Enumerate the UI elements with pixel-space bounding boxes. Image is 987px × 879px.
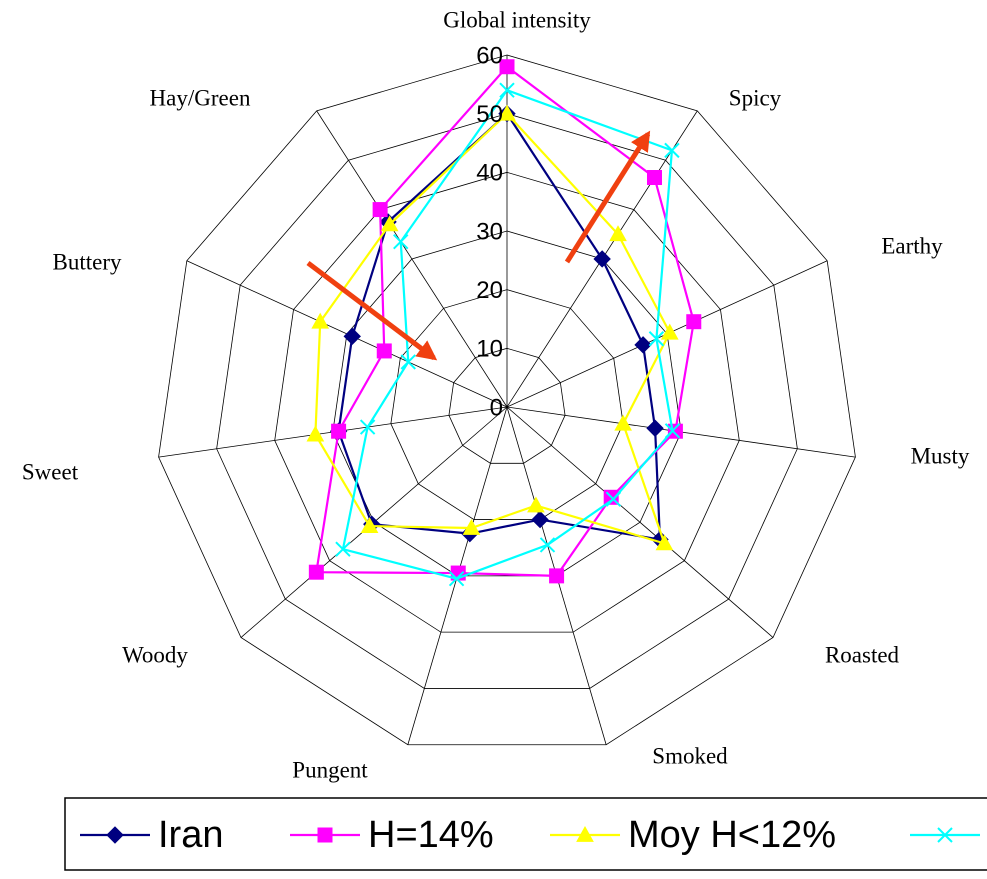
arrow (306, 261, 438, 361)
tick-label: 60 (476, 42, 503, 69)
marker (531, 510, 549, 529)
grid-ring (216, 113, 798, 689)
marker (360, 517, 379, 533)
category-label: Woody (122, 642, 188, 667)
series-line (337, 111, 662, 541)
series-line (315, 65, 695, 577)
series-line (314, 112, 672, 546)
grid-ring (448, 347, 566, 464)
marker (499, 82, 515, 98)
marker (400, 354, 416, 370)
marker (343, 327, 361, 346)
spoke (506, 406, 774, 638)
marker (648, 331, 665, 347)
category-label: Global intensity (443, 7, 591, 32)
marker (331, 423, 347, 439)
marker (646, 170, 662, 186)
tick-label: 20 (476, 277, 503, 304)
series-layer (306, 59, 702, 587)
marker (393, 233, 409, 250)
marker (311, 312, 330, 329)
marker (664, 423, 681, 439)
marker (593, 250, 611, 268)
marker (605, 491, 622, 507)
legend-label: Moy H<12% (628, 814, 836, 856)
tick-label: 0 (490, 394, 503, 421)
marker (614, 414, 632, 431)
marker (576, 825, 594, 842)
grid (158, 54, 856, 746)
marker (448, 570, 465, 587)
marker (372, 202, 388, 218)
labels: 0 10 20 30 40 50 60 Global intensity Spicy Earthy… (22, 7, 970, 782)
category-label: Spicy (729, 85, 782, 110)
marker (937, 827, 953, 843)
grid-ring (158, 54, 856, 746)
marker (686, 314, 702, 330)
marker (499, 59, 515, 75)
marker (498, 104, 516, 121)
marker (609, 225, 627, 242)
category-label: Pungent (292, 757, 368, 782)
legend-label: Iran (158, 814, 223, 856)
legend-label: H=14% (368, 814, 494, 856)
legend-box (64, 797, 987, 871)
category-label: Musty (911, 443, 970, 468)
marker (462, 518, 481, 535)
tick-label: 40 (476, 160, 503, 187)
marker (667, 423, 683, 439)
tick-label: 30 (476, 218, 503, 245)
marker (549, 568, 565, 584)
marker (308, 564, 324, 580)
marker (655, 534, 674, 551)
marker (646, 419, 664, 437)
spoke (316, 110, 508, 408)
grid-ring (274, 171, 740, 633)
marker (106, 826, 124, 844)
marker (664, 142, 680, 159)
marker (317, 827, 333, 843)
marker (527, 496, 545, 513)
marker (634, 336, 652, 354)
category-label: Roasted (825, 642, 900, 667)
category-label: Smoked (652, 743, 728, 768)
category-label: Sweet (22, 459, 79, 484)
marker (376, 343, 392, 359)
tick-label: 10 (476, 336, 503, 363)
category-label: Hay/Green (150, 85, 251, 110)
marker (359, 419, 376, 435)
category-label: Buttery (53, 249, 122, 274)
category-label: Earthy (881, 233, 943, 258)
marker (306, 425, 325, 442)
marker (335, 541, 351, 557)
marker (380, 215, 399, 232)
marker (539, 537, 556, 553)
tick-label: 50 (476, 101, 503, 128)
series-line (341, 88, 674, 580)
marker (660, 323, 679, 340)
arrow (564, 130, 651, 264)
